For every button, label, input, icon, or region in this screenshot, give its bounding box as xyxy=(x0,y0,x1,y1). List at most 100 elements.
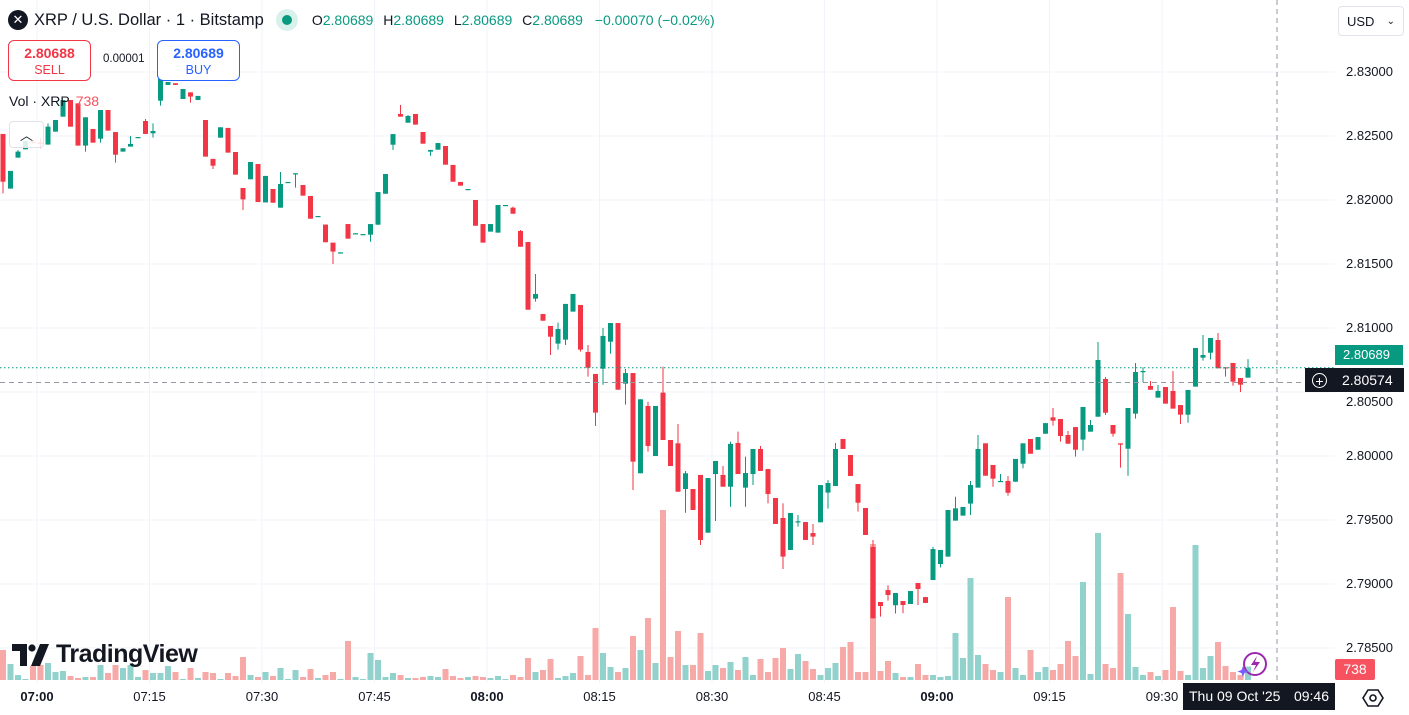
candle xyxy=(300,185,306,196)
volume-bar xyxy=(1132,667,1139,680)
volume-bar xyxy=(1080,582,1086,680)
candle xyxy=(338,252,343,254)
volume-bar xyxy=(915,664,921,680)
volume-bar xyxy=(510,675,516,680)
ohlc-values: O2.80689 H2.80689 L2.80689 C2.80689 −0.0… xyxy=(306,12,715,28)
volume-bar xyxy=(150,673,156,680)
candle xyxy=(855,484,861,512)
candle xyxy=(803,522,808,540)
candle xyxy=(218,127,223,138)
volume-bar xyxy=(67,676,74,680)
candle xyxy=(810,523,816,545)
sell-button[interactable]: 2.80688 SELL xyxy=(8,40,91,81)
candle xyxy=(743,456,748,507)
volume-bar xyxy=(825,668,831,680)
candle-body xyxy=(525,241,531,310)
volume-bar xyxy=(772,658,779,680)
volume-bar xyxy=(82,677,89,680)
volume-bar xyxy=(1087,674,1094,680)
volume-bar xyxy=(352,677,359,680)
candle-body xyxy=(945,510,951,557)
candle-body xyxy=(293,173,298,175)
collapse-legend-button[interactable]: ︿ xyxy=(9,121,44,148)
candle-body xyxy=(368,224,373,235)
buy-button[interactable]: 2.80689 BUY xyxy=(157,40,240,81)
volume-bar xyxy=(892,673,899,680)
candle xyxy=(1245,359,1251,378)
candle-body xyxy=(420,132,426,144)
candle-body xyxy=(900,601,906,605)
candle xyxy=(945,510,951,557)
volume-bar xyxy=(15,675,21,680)
volume-bar xyxy=(382,677,389,680)
candle-body xyxy=(435,143,441,150)
candle-body xyxy=(750,448,756,475)
volume-bar xyxy=(217,679,224,680)
symbol-title[interactable]: XRP / U.S. Dollar · 1 · Bitstamp xyxy=(34,10,264,29)
candle xyxy=(1005,476,1011,496)
candle-body xyxy=(428,149,433,152)
candle xyxy=(713,460,718,522)
volume-bar xyxy=(330,672,336,680)
volume-bar xyxy=(810,669,816,680)
candle-body xyxy=(1095,360,1101,417)
candle-body xyxy=(45,126,51,145)
candle-body xyxy=(1088,425,1093,432)
candle-body xyxy=(413,113,418,125)
candle-body xyxy=(1073,427,1078,450)
tradingview-logo[interactable]: TradingView xyxy=(12,640,198,669)
candle xyxy=(443,145,448,165)
candle-body xyxy=(1200,355,1206,358)
volume-bar xyxy=(757,659,764,680)
candle-body xyxy=(450,164,456,182)
candle-body xyxy=(638,399,643,474)
volume-bar xyxy=(607,667,614,680)
candle-body xyxy=(158,73,163,101)
add-alert-button[interactable]: + xyxy=(1305,368,1334,392)
volume-bar xyxy=(1237,675,1244,680)
chart-legend: ✕ XRP / U.S. Dollar · 1 · Bitstamp O2.80… xyxy=(8,8,715,32)
candle xyxy=(623,368,628,405)
settings-icon[interactable] xyxy=(1362,687,1384,709)
volume-bar xyxy=(937,677,944,680)
candle-body xyxy=(660,392,666,440)
candle-body xyxy=(60,100,66,117)
volume-bar xyxy=(960,658,966,680)
volume-bar xyxy=(1170,607,1176,680)
candle-body xyxy=(263,175,268,203)
xrp-logo-icon: ✕ xyxy=(8,10,28,30)
candle xyxy=(1223,367,1228,377)
candle-body xyxy=(1118,443,1123,445)
volume-bar xyxy=(742,657,749,680)
time-tick-label: 07:30 xyxy=(245,689,279,704)
candle xyxy=(1163,387,1168,404)
volume-bar xyxy=(862,672,869,680)
price-tick-label: 2.83000 xyxy=(1346,64,1393,79)
candle-body xyxy=(1125,408,1131,449)
candle xyxy=(983,443,988,476)
lightning-assistant-icon[interactable] xyxy=(1237,650,1269,680)
volume-bar xyxy=(817,675,824,680)
price-tick-label: 2.82500 xyxy=(1346,128,1393,143)
volume-legend[interactable]: Vol · XRP 738 xyxy=(9,93,99,109)
candle xyxy=(263,175,268,203)
candle-body xyxy=(825,483,831,493)
volume-bar xyxy=(7,664,14,680)
candle-body xyxy=(1215,340,1221,369)
candle-body xyxy=(405,116,411,123)
candle-body xyxy=(675,443,681,492)
candle xyxy=(938,549,943,568)
volume-bar xyxy=(112,665,119,680)
candle xyxy=(593,373,598,427)
candle xyxy=(368,224,373,242)
volume-bar xyxy=(735,670,741,680)
currency-select[interactable]: USD ⌄ xyxy=(1338,6,1404,36)
candle-body xyxy=(233,152,238,175)
spread-value: 0.00001 xyxy=(103,53,145,65)
candle xyxy=(1155,384,1161,398)
candle xyxy=(705,478,711,533)
volume-bar xyxy=(907,677,914,680)
candle xyxy=(308,196,313,219)
volume-bar xyxy=(465,677,471,680)
